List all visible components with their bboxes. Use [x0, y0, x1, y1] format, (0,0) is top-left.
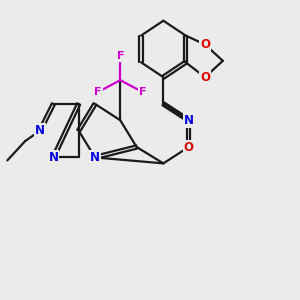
Text: N: N [90, 151, 100, 164]
Text: F: F [94, 87, 102, 97]
Text: N: N [35, 124, 45, 137]
Text: F: F [139, 87, 146, 97]
Text: O: O [184, 140, 194, 154]
Text: N: N [48, 151, 59, 164]
Text: O: O [200, 71, 210, 84]
Text: N: N [184, 114, 194, 127]
Text: O: O [200, 38, 210, 51]
Text: F: F [116, 51, 124, 62]
